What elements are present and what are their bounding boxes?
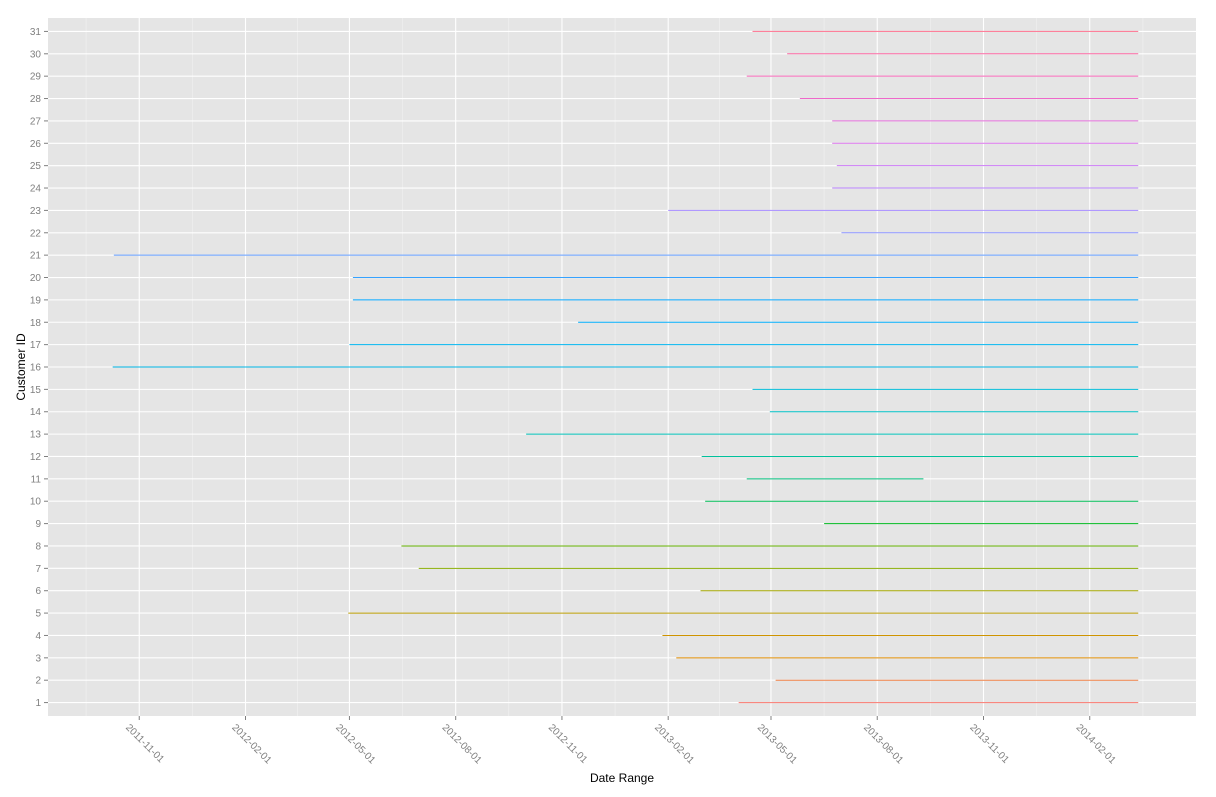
y-tick-label: 28 (30, 94, 42, 105)
x-tick-label: 2012-02-01 (229, 722, 273, 766)
date-range-segments (112, 30, 1139, 704)
y-tick-label: 8 (35, 541, 41, 552)
y-axis-title: Customer ID (14, 333, 28, 401)
x-tick-label: 2013-05-01 (755, 722, 799, 766)
y-tick-label: 13 (30, 430, 42, 441)
x-axis-ticks: 2011-11-01 2012-02-01 2012-05-01 2012-08-01… (123, 716, 1118, 767)
x-tick-label: 2012-05-01 (333, 722, 377, 766)
y-tick-label: 15 (30, 385, 42, 396)
y-tick-label: 17 (30, 340, 42, 351)
y-tick-label: 21 (30, 251, 42, 262)
y-tick-label: 19 (30, 295, 42, 306)
y-tick-label: 20 (30, 273, 42, 284)
y-tick-label: 31 (30, 27, 42, 38)
x-tick-label: 2014-02-01 (1074, 722, 1118, 766)
y-tick-label: 11 (31, 474, 42, 485)
y-tick-label: 3 (35, 653, 41, 664)
y-tick-label: 1 (35, 698, 41, 709)
y-tick-label: 7 (35, 564, 41, 575)
y-tick-label: 2 (35, 676, 41, 687)
y-tick-label: 22 (30, 228, 42, 239)
y-tick-label: 16 (30, 363, 42, 374)
y-tick-label: 12 (30, 452, 42, 463)
x-tick-label: 2013-11-01 (967, 722, 1011, 766)
y-tick-label: 30 (30, 49, 42, 60)
y-tick-label: 9 (35, 519, 41, 530)
y-tick-label: 10 (30, 497, 42, 508)
y-tick-label: 18 (30, 318, 42, 329)
y-axis-ticks: 1234567891011121314151617181920212223242… (30, 27, 48, 709)
x-tick-label: 2013-08-01 (861, 722, 905, 766)
y-tick-label: 27 (30, 116, 42, 127)
y-tick-label: 23 (30, 206, 42, 217)
y-tick-label: 24 (30, 184, 42, 195)
y-tick-label: 29 (30, 72, 42, 83)
x-tick-label: 2012-08-01 (440, 722, 484, 766)
y-tick-label: 4 (35, 631, 41, 642)
y-tick-label: 14 (30, 407, 42, 418)
y-tick-label: 26 (30, 139, 42, 150)
x-tick-label: 2011-11-01 (123, 722, 166, 765)
x-tick-label: 2013-02-01 (652, 722, 696, 766)
y-tick-label: 6 (35, 586, 41, 597)
y-tick-label: 5 (35, 609, 41, 620)
x-tick-label: 2012-11-01 (546, 722, 590, 766)
y-tick-label: 25 (30, 161, 42, 172)
x-axis-title: Date Range (590, 771, 654, 785)
